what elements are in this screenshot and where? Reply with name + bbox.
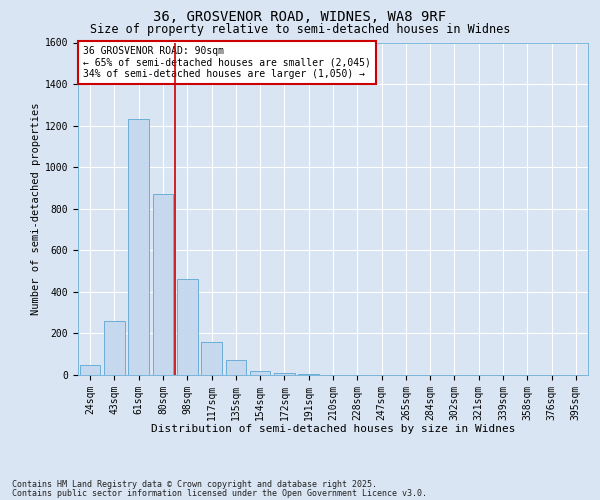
Text: 36, GROSVENOR ROAD, WIDNES, WA8 9RF: 36, GROSVENOR ROAD, WIDNES, WA8 9RF <box>154 10 446 24</box>
Bar <box>128 120 149 375</box>
Bar <box>274 373 295 375</box>
Text: Size of property relative to semi-detached houses in Widnes: Size of property relative to semi-detach… <box>90 22 510 36</box>
Bar <box>298 374 319 375</box>
Bar <box>80 364 100 375</box>
Y-axis label: Number of semi-detached properties: Number of semi-detached properties <box>31 102 41 315</box>
Bar <box>177 280 197 375</box>
Text: Contains public sector information licensed under the Open Government Licence v3: Contains public sector information licen… <box>12 488 427 498</box>
Bar <box>226 360 246 375</box>
Bar <box>250 371 271 375</box>
X-axis label: Distribution of semi-detached houses by size in Widnes: Distribution of semi-detached houses by … <box>151 424 515 434</box>
Bar <box>104 321 125 375</box>
Bar <box>152 194 173 375</box>
Text: 36 GROSVENOR ROAD: 90sqm
← 65% of semi-detached houses are smaller (2,045)
34% o: 36 GROSVENOR ROAD: 90sqm ← 65% of semi-d… <box>83 46 371 79</box>
Text: Contains HM Land Registry data © Crown copyright and database right 2025.: Contains HM Land Registry data © Crown c… <box>12 480 377 489</box>
Bar <box>201 342 222 375</box>
